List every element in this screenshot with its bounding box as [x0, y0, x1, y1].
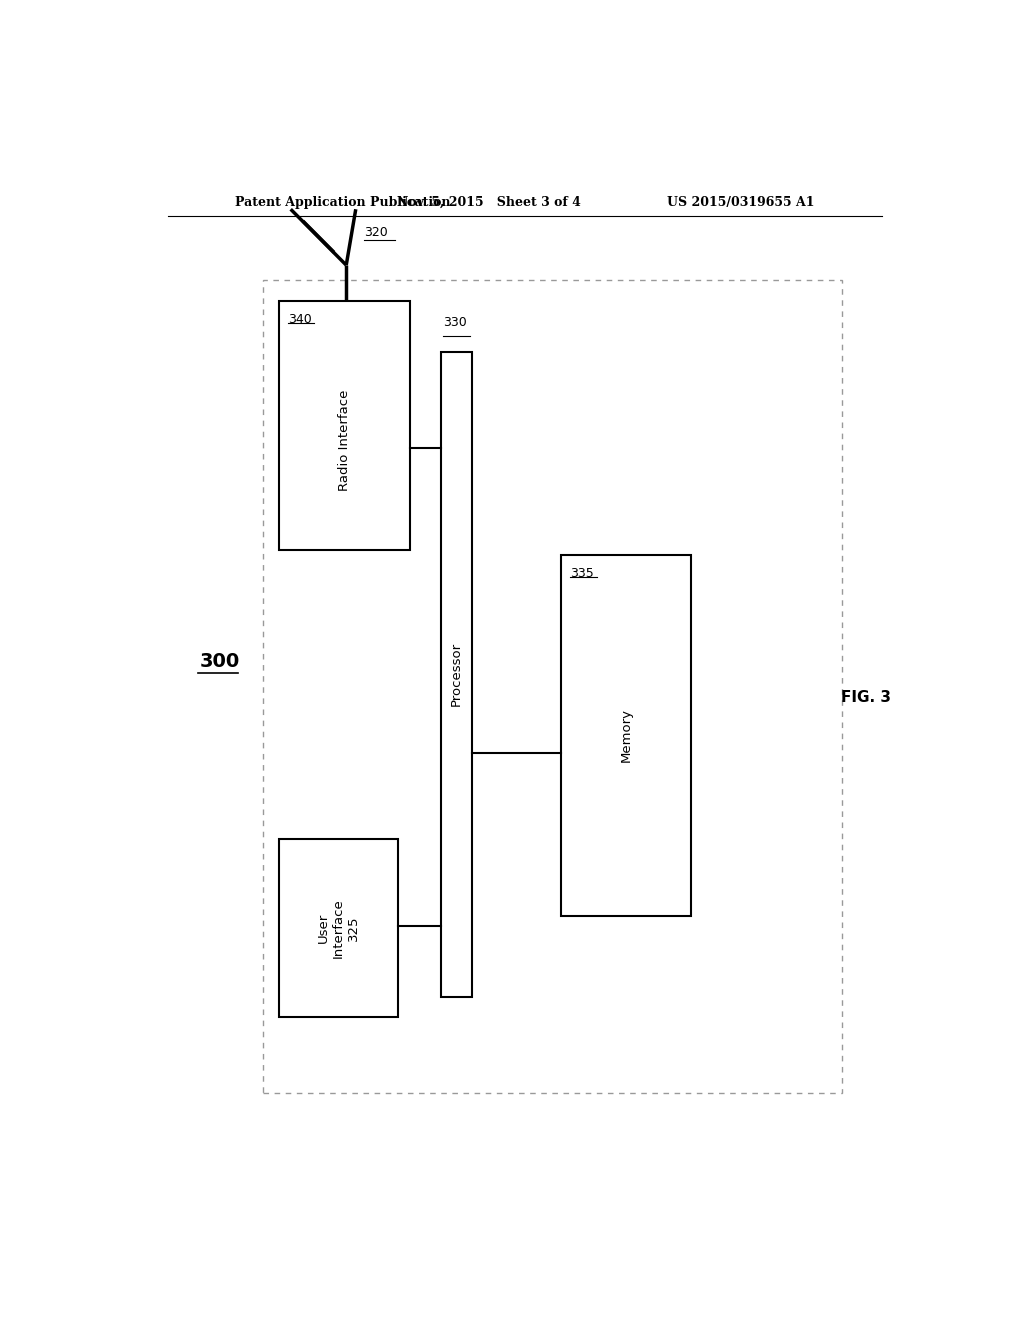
Text: 335: 335: [570, 568, 594, 579]
Text: 300: 300: [200, 652, 240, 671]
Text: Radio Interface: Radio Interface: [338, 389, 351, 491]
Text: 320: 320: [364, 226, 387, 239]
Text: US 2015/0319655 A1: US 2015/0319655 A1: [667, 195, 814, 209]
Bar: [441, 351, 472, 997]
Bar: [560, 554, 691, 916]
Bar: [279, 301, 410, 549]
Text: Nov. 5, 2015   Sheet 3 of 4: Nov. 5, 2015 Sheet 3 of 4: [397, 195, 581, 209]
Text: Memory: Memory: [620, 709, 633, 762]
Text: Patent Application Publication: Patent Application Publication: [236, 195, 451, 209]
Bar: [279, 840, 397, 1018]
Text: User
Interface
325: User Interface 325: [316, 899, 359, 958]
Bar: [263, 280, 842, 1093]
Text: Processor: Processor: [451, 642, 463, 706]
Text: FIG. 3: FIG. 3: [841, 689, 891, 705]
Text: 330: 330: [443, 317, 467, 329]
Text: 340: 340: [289, 313, 312, 326]
